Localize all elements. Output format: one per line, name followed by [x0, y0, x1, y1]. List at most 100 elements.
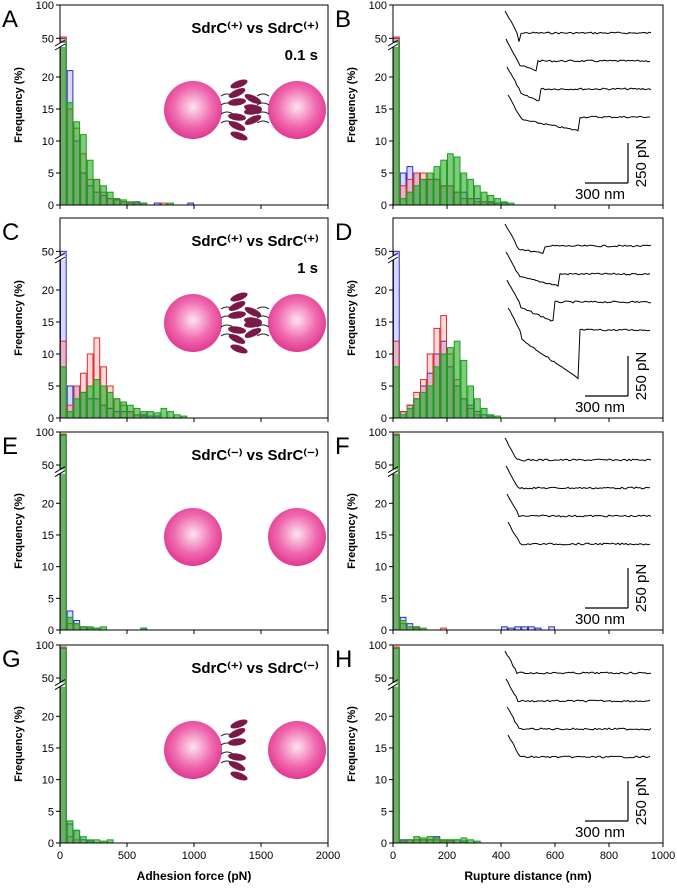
y-tick-label: 100 — [36, 640, 54, 652]
y-tick-label: 0 — [48, 625, 54, 637]
bar — [147, 411, 154, 419]
axis-break — [387, 43, 399, 51]
bar — [399, 619, 407, 631]
bar — [120, 199, 128, 206]
axis-break-gap — [388, 256, 398, 260]
y-tick-label: 20 — [375, 498, 387, 510]
bar — [100, 185, 107, 206]
bar — [413, 836, 420, 844]
bar — [420, 837, 427, 844]
bar — [73, 121, 81, 206]
bar — [447, 347, 454, 419]
bar — [413, 398, 420, 419]
bead — [268, 721, 326, 779]
protein — [228, 334, 246, 344]
protein — [230, 292, 248, 302]
axis-break — [54, 43, 66, 51]
plot-frame — [392, 431, 664, 631]
panel-letter: E — [2, 433, 18, 460]
y-tick-label: 50 — [375, 460, 387, 472]
panel-letter: F — [335, 433, 350, 460]
force-curve — [505, 465, 651, 490]
panel-letter: D — [335, 219, 352, 246]
y-tick-label: 0 — [381, 625, 387, 637]
x-tick-label: 200 — [438, 850, 456, 862]
y-tick-label: 20 — [42, 72, 54, 84]
bar — [480, 191, 488, 206]
x-tick-label: 600 — [546, 850, 564, 862]
protein — [244, 107, 262, 115]
y-tick-label: 5 — [48, 593, 54, 605]
axis-break — [54, 679, 66, 687]
y-tick-label: 15 — [375, 317, 387, 329]
axis-break-gap — [55, 469, 65, 474]
bar — [73, 623, 81, 631]
y-tick-label: 50 — [42, 673, 54, 685]
axis-break-gap — [388, 43, 398, 47]
axis-break — [54, 252, 66, 260]
protein — [228, 301, 246, 311]
bead — [268, 508, 326, 566]
y-tick-label: 0 — [381, 200, 387, 212]
protein — [244, 320, 262, 328]
y-tick-label: 10 — [42, 349, 54, 361]
y-tick-label: 0 — [48, 200, 54, 212]
bar — [133, 407, 141, 419]
bar — [93, 178, 101, 206]
bar — [447, 153, 454, 206]
panel-letter: H — [335, 646, 352, 673]
protein — [244, 328, 262, 338]
axis-break — [54, 683, 66, 691]
force-curve — [505, 38, 651, 72]
y-tick-label: 0 — [48, 838, 54, 850]
force-curve — [505, 251, 651, 287]
bar — [60, 647, 67, 844]
bar — [113, 398, 121, 419]
bar — [80, 391, 87, 419]
bar — [120, 401, 128, 419]
bar — [406, 407, 414, 419]
x-tick-label: 1000 — [182, 850, 206, 862]
chart-subtitle: 0.1 s — [285, 47, 318, 64]
bar — [467, 385, 474, 419]
axis-break-gap — [55, 43, 65, 47]
scale-bar-x-label: 300 nm — [575, 611, 625, 628]
y-tick-label: 50 — [375, 246, 387, 258]
y-axis-label: Frequency (%) — [346, 280, 358, 356]
bar — [460, 359, 468, 419]
axis-break — [387, 683, 399, 691]
force-curve — [507, 307, 651, 380]
panel-letter: C — [2, 219, 19, 246]
bar — [393, 434, 400, 631]
y-tick-label: 15 — [375, 743, 387, 755]
protein — [228, 738, 246, 746]
bar — [80, 134, 87, 206]
x-tick-label: 2000 — [316, 850, 340, 862]
bar — [460, 172, 468, 206]
bar — [160, 407, 168, 419]
x-tick-label: 1000 — [651, 850, 675, 862]
y-tick-label: 20 — [375, 72, 387, 84]
protein — [244, 94, 262, 104]
y-tick-label: 15 — [375, 530, 387, 542]
x-tick-label: 400 — [492, 850, 510, 862]
protein — [228, 326, 246, 334]
y-tick-label: 50 — [42, 460, 54, 472]
protein — [228, 113, 246, 121]
force-curve — [506, 706, 652, 731]
bar — [487, 194, 495, 206]
axis-break-gap — [55, 256, 65, 260]
y-tick-label: 20 — [42, 498, 54, 510]
protein — [228, 761, 246, 771]
y-axis-label: Frequency (%) — [346, 67, 358, 143]
protein — [230, 131, 248, 141]
axis-break — [387, 470, 399, 478]
x-tick-label: 0 — [390, 850, 396, 862]
y-tick-label: 20 — [42, 711, 54, 723]
bar — [100, 385, 107, 419]
bead — [164, 294, 222, 352]
force-curve — [504, 650, 652, 675]
protein — [228, 753, 246, 761]
y-tick-label: 100 — [369, 0, 387, 12]
scale-bar-y-label: 250 pN — [633, 352, 650, 400]
